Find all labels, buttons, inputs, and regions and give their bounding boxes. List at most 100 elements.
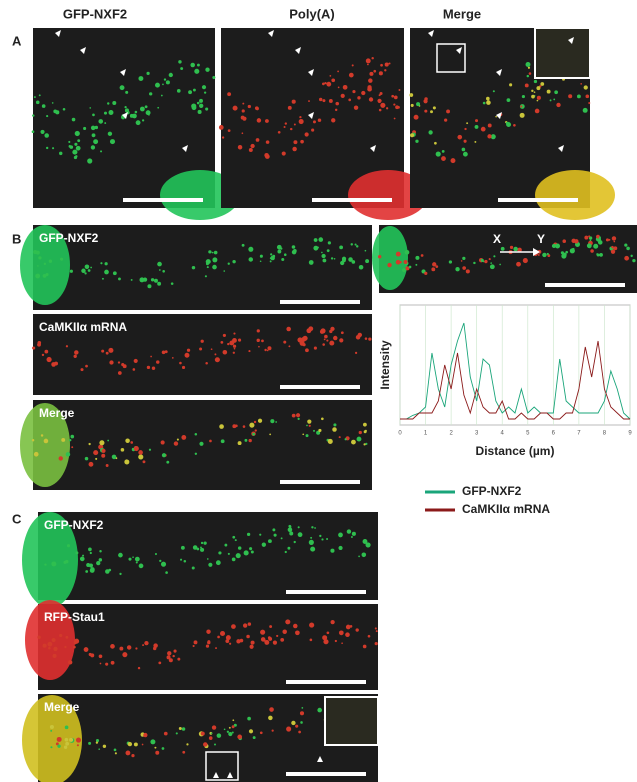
puncta xyxy=(351,243,353,245)
puncta xyxy=(72,150,77,155)
puncta xyxy=(337,71,339,73)
puncta xyxy=(257,118,261,122)
puncta xyxy=(249,729,253,733)
puncta xyxy=(352,64,354,66)
puncta xyxy=(36,251,40,255)
puncta xyxy=(208,250,211,253)
puncta xyxy=(121,448,125,452)
puncta xyxy=(143,460,146,463)
puncta xyxy=(46,273,49,276)
puncta xyxy=(242,244,245,247)
puncta xyxy=(212,257,217,262)
puncta xyxy=(436,151,441,156)
puncta xyxy=(71,446,73,448)
puncta xyxy=(331,620,335,624)
puncta xyxy=(309,540,314,545)
puncta xyxy=(568,94,572,98)
puncta xyxy=(298,418,300,420)
puncta xyxy=(375,642,378,645)
puncta xyxy=(96,561,100,565)
puncta xyxy=(60,258,63,261)
puncta xyxy=(466,122,468,124)
puncta xyxy=(275,421,277,423)
puncta xyxy=(311,129,314,132)
puncta xyxy=(132,114,137,119)
puncta xyxy=(44,563,46,565)
scale-bar xyxy=(280,300,360,304)
puncta xyxy=(228,263,230,265)
puncta xyxy=(367,63,369,65)
puncta xyxy=(41,434,43,436)
puncta xyxy=(125,91,128,94)
puncta xyxy=(309,425,311,427)
puncta xyxy=(244,550,249,555)
x-tick-label: 5 xyxy=(526,431,530,437)
puncta xyxy=(255,429,257,431)
puncta xyxy=(101,350,104,353)
puncta xyxy=(285,619,290,624)
puncta xyxy=(351,440,356,445)
puncta xyxy=(284,126,286,128)
puncta xyxy=(272,729,274,731)
puncta xyxy=(104,270,109,275)
puncta xyxy=(351,536,353,538)
puncta xyxy=(363,423,367,427)
puncta xyxy=(233,352,235,354)
puncta xyxy=(431,267,435,271)
puncta xyxy=(153,643,157,647)
puncta xyxy=(588,235,590,237)
x-tick-label: 2 xyxy=(449,431,453,437)
puncta xyxy=(136,561,138,563)
puncta xyxy=(155,83,160,88)
puncta xyxy=(220,341,223,344)
puncta xyxy=(495,116,497,118)
puncta xyxy=(552,244,556,248)
puncta xyxy=(75,131,80,136)
puncta xyxy=(51,561,56,566)
puncta xyxy=(379,94,381,96)
puncta xyxy=(434,142,437,145)
puncta xyxy=(132,556,134,558)
puncta xyxy=(318,118,321,121)
puncta xyxy=(339,630,344,635)
puncta xyxy=(105,663,108,666)
scale-bar xyxy=(286,680,366,684)
x-axis-label: Distance (µm) xyxy=(476,444,555,458)
puncta xyxy=(352,532,356,536)
puncta xyxy=(47,642,52,647)
puncta xyxy=(207,640,210,643)
puncta xyxy=(32,439,34,441)
puncta xyxy=(466,269,470,273)
puncta xyxy=(534,80,537,83)
arrow-label: X xyxy=(493,232,501,246)
puncta xyxy=(333,336,337,340)
puncta xyxy=(52,638,56,642)
puncta xyxy=(40,130,44,134)
puncta xyxy=(195,433,198,436)
puncta xyxy=(289,531,293,535)
puncta xyxy=(529,72,532,75)
puncta xyxy=(531,90,533,92)
puncta xyxy=(632,259,635,262)
puncta xyxy=(68,141,70,143)
puncta xyxy=(118,371,122,375)
puncta xyxy=(88,742,91,745)
puncta xyxy=(118,361,120,363)
puncta xyxy=(209,736,213,740)
puncta xyxy=(321,254,325,258)
puncta xyxy=(265,154,270,159)
puncta xyxy=(409,266,412,269)
scale-bar xyxy=(545,283,625,287)
puncta xyxy=(410,133,414,137)
puncta xyxy=(348,257,353,262)
puncta xyxy=(77,139,80,142)
puncta xyxy=(88,548,92,552)
puncta xyxy=(68,660,72,664)
image-label: RFP-Stau1 xyxy=(44,610,105,624)
puncta xyxy=(329,75,331,77)
puncta xyxy=(303,343,306,346)
puncta xyxy=(288,525,291,528)
puncta xyxy=(235,539,237,541)
puncta xyxy=(326,339,328,341)
puncta xyxy=(233,106,238,111)
